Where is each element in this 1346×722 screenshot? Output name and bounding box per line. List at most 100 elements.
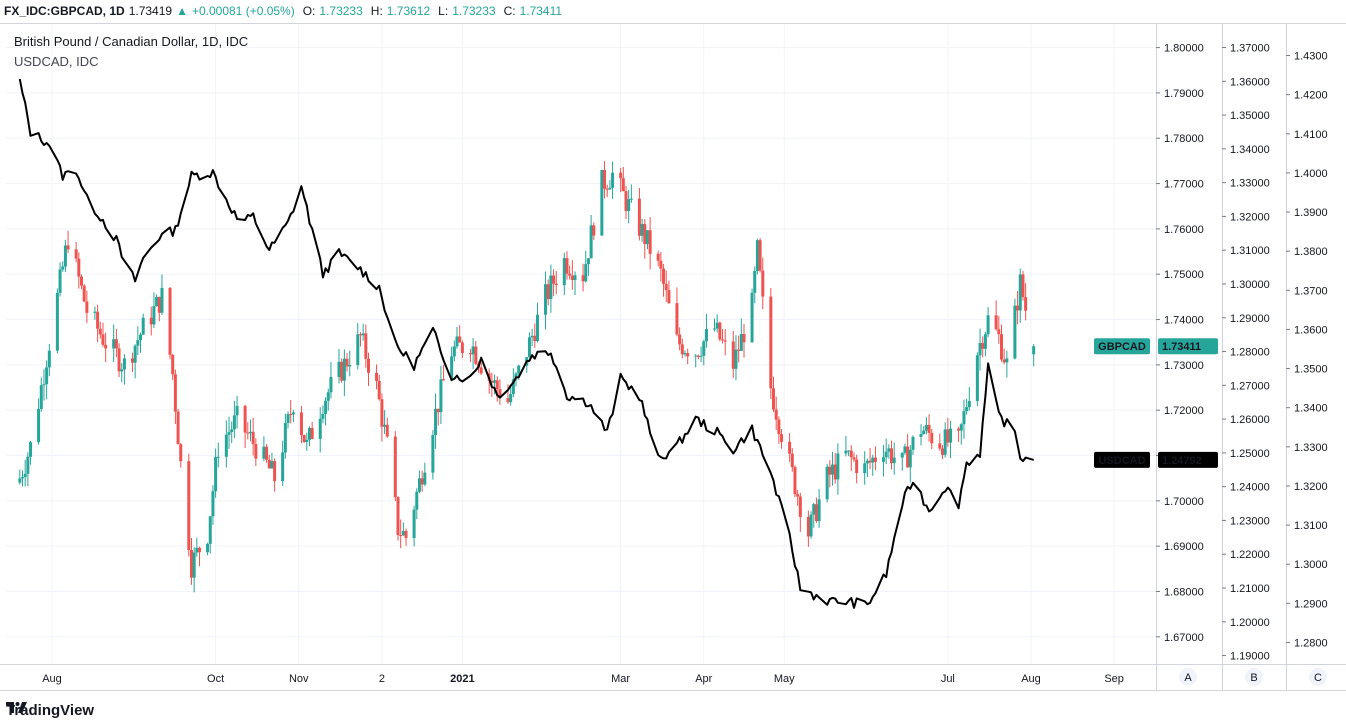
candle-body — [361, 333, 365, 336]
candle-body — [248, 431, 252, 434]
candle-body — [206, 543, 210, 553]
candle-body — [581, 275, 585, 282]
candle-body — [924, 424, 928, 431]
candle-body — [214, 456, 218, 492]
candle-body — [873, 457, 877, 462]
candle-body — [208, 516, 212, 544]
candle-body — [345, 358, 349, 367]
candle-body — [112, 339, 116, 349]
candle-body — [286, 414, 290, 424]
candle-body — [967, 400, 971, 408]
candle-body — [544, 284, 548, 315]
candle-body — [506, 398, 510, 403]
usdcad-last-value-tag — [1158, 451, 1218, 468]
footer-branding[interactable]: TradingView — [6, 700, 94, 720]
candle-body — [734, 349, 738, 369]
candle-body — [637, 198, 641, 236]
candle-body — [946, 429, 950, 443]
candle-body — [340, 361, 344, 381]
candle-body — [833, 464, 837, 480]
candle-body — [965, 407, 969, 412]
price-axis-label-gbpcad: 1.75000 — [1164, 269, 1204, 281]
candle-body — [152, 306, 156, 325]
time-axis-label: Sep — [1104, 673, 1124, 685]
time-axis-label: Jul — [941, 673, 955, 685]
candle-body — [750, 292, 754, 343]
candle-body — [999, 334, 1003, 360]
scale-button-c[interactable] — [1309, 668, 1327, 686]
candle-body — [890, 448, 894, 464]
candle-body — [772, 388, 776, 410]
candle-body — [887, 448, 891, 452]
candle-body — [938, 443, 942, 449]
candle-body — [324, 400, 328, 414]
candle-body — [329, 377, 333, 393]
candle-body — [868, 460, 872, 463]
price-axis-label-third: 1.3100 — [1294, 520, 1328, 532]
candle-body — [852, 457, 856, 460]
candle-body — [978, 342, 982, 356]
time-axis-label: 2021 — [450, 673, 474, 685]
price-axis-label-third: 1.2800 — [1294, 637, 1328, 649]
candle-body — [254, 444, 258, 459]
candle-body — [863, 463, 867, 474]
candle-body — [713, 328, 717, 330]
usdcad-line[interactable] — [18, 78, 1034, 609]
candle-body — [855, 459, 859, 474]
candle-body — [230, 429, 234, 433]
candle-body — [39, 385, 43, 409]
candle-body — [817, 499, 821, 521]
compare-series-title[interactable]: USDCAD, IDC — [14, 54, 99, 69]
candle-body — [302, 435, 306, 442]
candle-body — [758, 240, 762, 271]
price-axis-label-third: 1.3500 — [1294, 364, 1328, 376]
candle-body — [114, 339, 118, 349]
candle-body — [906, 446, 910, 468]
candle-body — [546, 284, 550, 300]
time-axis-label: 2 — [379, 673, 385, 685]
candle-body — [232, 415, 236, 430]
price-axis-label-gbpcad: 1.79000 — [1164, 88, 1204, 100]
candle-body — [527, 337, 531, 358]
candle-body — [517, 365, 521, 374]
candle-body — [417, 478, 421, 492]
candle-body — [98, 328, 102, 335]
candle-body — [831, 464, 835, 475]
main-series-title[interactable]: British Pound / Canadian Dollar, 1D, IDC — [14, 34, 249, 49]
candle-body — [742, 334, 746, 343]
scale-button-a[interactable] — [1179, 668, 1197, 686]
candle-body — [498, 389, 502, 399]
candle-body — [85, 301, 89, 313]
candle-body — [104, 344, 108, 349]
candle-body — [780, 434, 784, 442]
candle-body — [310, 428, 314, 439]
price-axis-label-usdcad: 1.19000 — [1230, 651, 1270, 663]
candle-body — [420, 478, 424, 485]
candle-body — [608, 187, 612, 190]
candle-body — [270, 461, 274, 469]
candle-body — [318, 418, 322, 439]
candle-body — [865, 460, 869, 464]
candle-body — [680, 344, 684, 355]
price-axis-label-usdcad: 1.34000 — [1230, 144, 1270, 156]
symbol-name[interactable]: FX_IDC:GBPCAD, 1D — [4, 4, 125, 18]
candle-body — [975, 355, 979, 401]
candle-body — [133, 345, 137, 363]
scale-button-b[interactable] — [1245, 668, 1263, 686]
candle-body — [983, 334, 987, 349]
candle-body — [262, 446, 266, 459]
candle-body — [356, 334, 360, 366]
candle-body — [141, 317, 145, 335]
candle-body — [603, 170, 607, 189]
price-axis-label-third: 1.2900 — [1294, 598, 1328, 610]
candle-body — [696, 355, 700, 357]
candle-body — [737, 349, 741, 351]
candle-body — [731, 341, 735, 369]
candle-body — [415, 491, 419, 510]
candle-body — [337, 361, 341, 378]
candle-body — [535, 314, 539, 342]
candle-body — [1005, 358, 1009, 363]
candle-body — [265, 446, 269, 460]
candle-body — [645, 230, 649, 245]
